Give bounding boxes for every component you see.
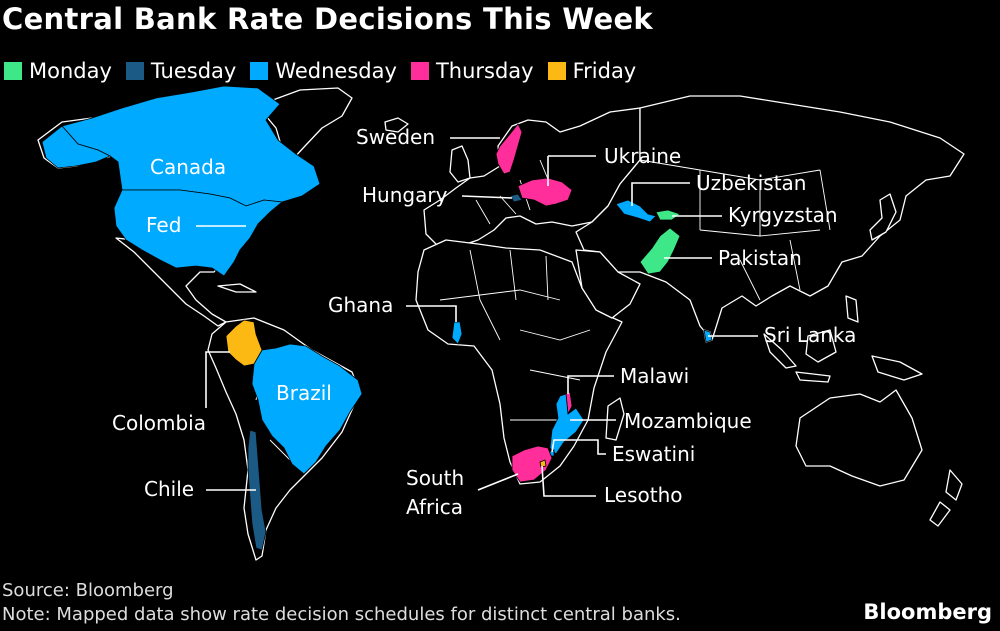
- label-brazil: Brazil: [276, 381, 332, 405]
- new-guinea-outline: [871, 355, 923, 381]
- legend-swatch-tuesday: [125, 62, 144, 80]
- border-africa-north: [439, 249, 591, 421]
- label-kyrgyzstan: Kyrgyzstan: [728, 203, 838, 227]
- legend-item-wednesday: Wednesday: [250, 59, 397, 83]
- label-uzbekistan: Uzbekistan: [696, 171, 806, 195]
- japan-outline: [869, 193, 897, 241]
- pakistan-shape[interactable]: [639, 227, 681, 275]
- legend-label-thursday: Thursday: [435, 59, 534, 83]
- lesotho-shape[interactable]: [539, 459, 547, 468]
- legend-item-tuesday: Tuesday: [125, 59, 237, 83]
- leader-lesotho: [541, 465, 596, 497]
- legend-label-wednesday: Wednesday: [275, 59, 397, 83]
- leader-uzbekistan: [631, 182, 690, 206]
- australia-outline: [795, 389, 923, 487]
- legend-item-monday: Monday: [4, 59, 112, 83]
- brazil-shape[interactable]: [251, 343, 363, 475]
- label-mozambique: Mozambique: [624, 409, 752, 433]
- border-europe: [475, 159, 551, 225]
- label-sweden: Sweden: [356, 125, 435, 149]
- leader-hungary: [461, 195, 513, 199]
- country-labels: Canada Fed Brazil Colombia Chile Sweden …: [112, 125, 856, 519]
- arabia-outline: [575, 249, 641, 319]
- label-hungary: Hungary: [362, 183, 448, 207]
- philippines-outline: [845, 295, 859, 323]
- label-colombia: Colombia: [112, 411, 206, 435]
- canada-shape[interactable]: [61, 85, 321, 207]
- label-eswatini: Eswatini: [612, 442, 695, 466]
- legend-swatch-wednesday: [250, 62, 269, 80]
- label-south-africa-line2: Africa: [406, 495, 463, 519]
- leader-eswatini: [551, 439, 606, 455]
- borneo-outline: [805, 329, 837, 363]
- leader-south-africa: [477, 473, 519, 491]
- chile-shape[interactable]: [247, 429, 267, 551]
- source-note: Source: Bloomberg: [2, 580, 174, 601]
- ukraine-shape[interactable]: [517, 177, 573, 207]
- leader-colombia: [205, 351, 230, 408]
- legend-swatch-friday: [547, 62, 566, 80]
- new-zealand-outline: [929, 469, 963, 527]
- label-lesotho: Lesotho: [604, 483, 683, 507]
- border-asia: [639, 159, 831, 301]
- legend-label-friday: Friday: [572, 59, 637, 83]
- bloomberg-logo: Bloomberg: [863, 600, 992, 624]
- colombia-shape[interactable]: [225, 319, 263, 367]
- uk-outline: [449, 145, 471, 183]
- legend-swatch-monday: [4, 62, 22, 80]
- asia-outline: [575, 95, 965, 341]
- label-malawi: Malawi: [620, 364, 689, 388]
- ghana-shape[interactable]: [451, 321, 463, 345]
- sweden-shape[interactable]: [495, 123, 523, 175]
- chart-title: Central Bank Rate Decisions This Week: [2, 2, 653, 36]
- legend-label-monday: Monday: [29, 59, 112, 83]
- legend: Monday Tuesday Wednesday Thursday Friday: [4, 58, 650, 84]
- mozambique-shape[interactable]: [549, 393, 585, 455]
- label-pakistan: Pakistan: [718, 246, 802, 270]
- label-sri-lanka: Sri Lanka: [764, 323, 856, 347]
- label-south-africa-line1: South: [406, 466, 464, 490]
- legend-label-tuesday: Tuesday: [150, 59, 237, 83]
- hungary-shape[interactable]: [509, 193, 523, 203]
- footnote: Note: Mapped data show rate decision sch…: [2, 604, 681, 625]
- sumatra-outline: [763, 333, 797, 369]
- fed-usa-shape[interactable]: [113, 189, 283, 277]
- legend-item-thursday: Thursday: [410, 59, 534, 83]
- alaska-usa-shape[interactable]: [41, 125, 111, 169]
- legend-item-friday: Friday: [547, 59, 637, 83]
- leader-malawi: [567, 375, 614, 394]
- kyrgyzstan-shape[interactable]: [655, 209, 681, 221]
- legend-swatch-thursday: [410, 62, 429, 80]
- greenland-outline: [261, 87, 353, 161]
- highlighted-countries: [41, 85, 713, 551]
- cuba-outline: [217, 283, 257, 293]
- label-chile: Chile: [144, 477, 194, 501]
- label-ukraine: Ukraine: [604, 144, 681, 168]
- madagascar-outline: [605, 397, 625, 441]
- java-outline: [795, 371, 831, 383]
- label-canada: Canada: [150, 155, 226, 179]
- leader-ghana: [406, 305, 457, 322]
- leader-lines: [196, 137, 758, 497]
- iceland-outline: [384, 117, 409, 133]
- label-ghana: Ghana: [328, 293, 393, 317]
- label-fed: Fed: [146, 213, 181, 237]
